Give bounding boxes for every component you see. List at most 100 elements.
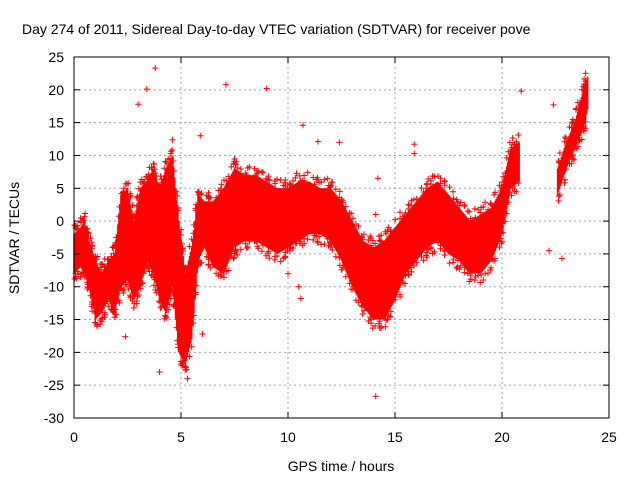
data-point [97, 321, 104, 328]
data-point [441, 178, 448, 185]
data-point [450, 259, 457, 266]
data-point [190, 312, 197, 319]
y-tick-label: -20 [44, 344, 64, 360]
data-point [359, 303, 366, 310]
data-point [377, 324, 384, 331]
data-point [165, 306, 172, 313]
data-point [104, 298, 111, 305]
data-point [397, 215, 404, 222]
outlier-point [518, 88, 525, 95]
data-point [80, 270, 87, 277]
y-tick-label: 15 [48, 115, 64, 131]
data-point [461, 269, 468, 276]
data-point [304, 169, 311, 176]
data-point [260, 242, 267, 249]
data-point [167, 150, 174, 157]
data-point [225, 267, 232, 274]
data-point [145, 174, 152, 181]
outlier-point [372, 211, 379, 218]
data-point [491, 257, 498, 264]
data-point [151, 276, 158, 283]
data-point [266, 255, 273, 262]
data-point [215, 272, 222, 279]
data-point [515, 179, 522, 186]
data-point [349, 286, 356, 293]
data-point [105, 256, 112, 263]
data-point [569, 155, 576, 162]
data-point [183, 266, 190, 273]
data-point [556, 150, 563, 157]
data-point [87, 292, 94, 299]
data-point [478, 272, 485, 279]
data-point [93, 256, 100, 263]
data-point [355, 299, 362, 306]
data-point [425, 176, 432, 183]
data-point [158, 176, 165, 183]
outlier-point [263, 85, 270, 92]
data-point [477, 279, 484, 286]
data-point [410, 262, 417, 269]
data-point [125, 286, 132, 293]
data-point [205, 194, 212, 201]
y-tick-label: -15 [44, 312, 64, 328]
data-point [488, 201, 495, 208]
data-point [145, 262, 152, 269]
data-point [232, 246, 239, 253]
data-point [127, 194, 134, 201]
data-point [301, 172, 308, 179]
data-point [441, 251, 448, 258]
data-point [377, 238, 384, 245]
data-point [266, 177, 273, 184]
data-point [190, 320, 197, 327]
data-point [450, 188, 457, 195]
data-point [101, 311, 108, 318]
data-point [453, 265, 460, 272]
data-point [186, 353, 193, 360]
data-point [286, 181, 293, 188]
y-tick-label: -30 [44, 410, 64, 426]
data-point [456, 202, 463, 209]
data-point [175, 207, 182, 214]
data-points [71, 65, 589, 400]
data-point [195, 256, 202, 263]
data-point [88, 242, 95, 249]
data-point [116, 299, 123, 306]
data-point [510, 183, 517, 190]
outlier-point [297, 295, 304, 302]
data-point [242, 170, 249, 177]
data-point [418, 253, 425, 260]
data-point [120, 185, 127, 192]
data-point [293, 170, 300, 177]
data-point [165, 155, 172, 162]
data-point [573, 105, 580, 112]
outlier-point [135, 101, 142, 108]
data-point [499, 238, 506, 245]
data-point [573, 145, 580, 152]
data-point [280, 182, 287, 189]
data-point [88, 301, 95, 308]
data-point [171, 303, 178, 310]
data-point [446, 184, 453, 191]
x-axis-label: GPS time / hours [288, 458, 395, 474]
data-point [472, 273, 479, 280]
data-point [405, 202, 412, 209]
outlier-point [156, 369, 163, 376]
data-point [346, 280, 353, 287]
data-point [454, 257, 461, 264]
data-point [346, 209, 353, 216]
data-point [140, 270, 147, 277]
data-point [450, 195, 457, 202]
data-point [194, 262, 201, 269]
data-point [339, 199, 346, 206]
data-point [137, 285, 144, 292]
data-point [423, 185, 430, 192]
data-point [338, 196, 345, 203]
data-point [301, 235, 308, 242]
outlier-point [285, 270, 291, 277]
outlier-point [336, 139, 343, 146]
data-point [193, 282, 200, 289]
data-point [385, 312, 392, 319]
data-point [471, 277, 478, 284]
